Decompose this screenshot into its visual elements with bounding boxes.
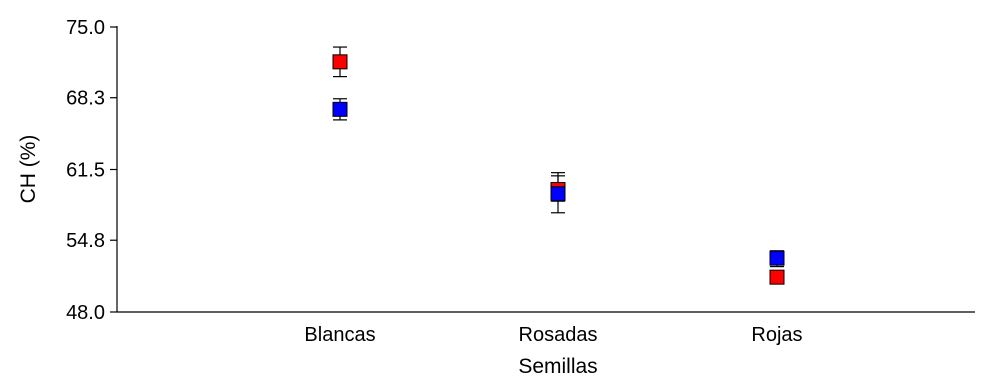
y-tick-label: 61.5 [66,160,105,182]
y-axis-title: CH (%) [17,135,40,204]
axes [116,26,975,313]
x-ticks: Blancas Rosadas Rojas [304,324,802,346]
x-tick-label: Rojas [751,324,802,346]
y-tick-label: 68.3 [66,88,105,110]
data-point-marker [332,101,348,117]
y-ticks: 48.0 54.8 61.5 68.3 75.0 [66,17,117,324]
y-tick-label: 54.8 [66,230,105,252]
x-tick-label: Rosadas [519,324,598,346]
y-tick-label: 75.0 [66,17,105,39]
y-tick-label: 48.0 [66,302,105,324]
data-points [332,54,785,285]
data-point-marker [550,186,566,202]
data-point-marker [332,54,348,70]
data-point-marker [769,269,785,285]
x-tick-label: Blancas [304,324,375,346]
data-point-marker [769,250,785,266]
error-bars [333,46,784,284]
x-axis-title: Semillas [518,355,597,376]
